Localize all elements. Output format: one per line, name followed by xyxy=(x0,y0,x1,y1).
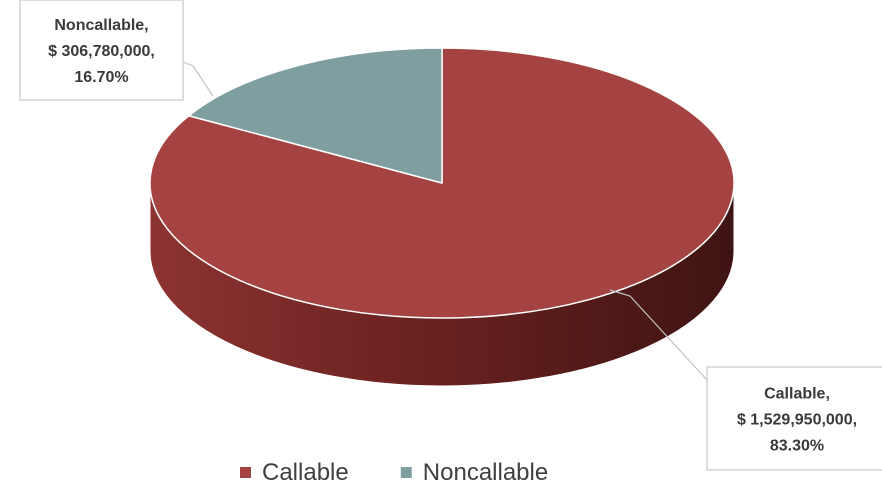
legend: Callable Noncallable xyxy=(240,459,548,486)
data-label-line: Noncallable, xyxy=(54,17,148,34)
data-label-line: $ 306,780,000, xyxy=(48,43,155,60)
legend-swatch xyxy=(240,467,251,478)
data-label-line: $ 1,529,950,000, xyxy=(737,412,857,429)
data-labels: Callable, $ 1,529,950,000, 83.30% Noncallab… xyxy=(19,0,882,471)
leader-line-noncallable xyxy=(182,61,214,97)
pie-top-layer xyxy=(149,47,735,319)
data-label-line: 16.70% xyxy=(74,69,128,86)
leader-lines xyxy=(182,61,708,381)
legend-item-noncallable: Noncallable xyxy=(400,459,548,486)
data-label-box xyxy=(19,0,184,101)
legend-label: Noncallable xyxy=(423,459,548,486)
data-label-callable: Callable, $ 1,529,950,000, 83.30% xyxy=(706,366,882,471)
slice-noncallable xyxy=(188,47,443,184)
legend-item-callable: Callable xyxy=(240,459,349,486)
data-label-box xyxy=(706,366,882,471)
legend-label: Callable xyxy=(262,459,349,486)
legend-swatch xyxy=(400,467,412,478)
leader-line-callable xyxy=(609,289,708,381)
data-label-line: Callable, xyxy=(764,386,830,403)
data-label-line: 83.30% xyxy=(770,438,824,455)
data-label-noncallable: Noncallable, $ 306,780,000, 16.70% xyxy=(19,0,184,101)
